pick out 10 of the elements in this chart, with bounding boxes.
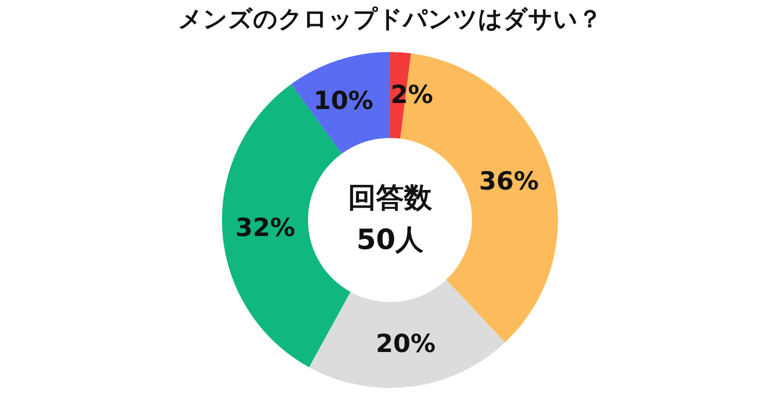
donut-slice xyxy=(291,52,390,154)
text: 回答数 xyxy=(348,181,433,214)
data-label: 2% xyxy=(390,80,434,110)
data-label: 20% xyxy=(376,329,436,358)
data-label: 36% xyxy=(478,166,539,196)
data-label: 32% xyxy=(235,212,296,242)
donut-slice xyxy=(309,280,506,388)
chart-title: メンズのクロップドパンツはダサい？ xyxy=(178,5,602,33)
data-label: 10% xyxy=(313,86,374,116)
text: 50人 xyxy=(356,223,424,256)
